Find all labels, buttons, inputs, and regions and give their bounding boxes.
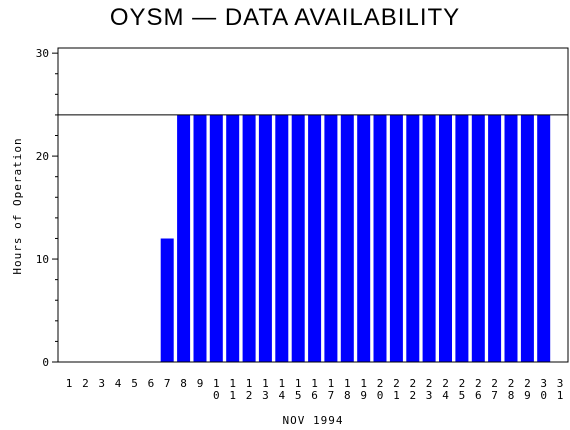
bar-25	[455, 114, 469, 363]
bar-24	[439, 114, 452, 363]
bar-13	[258, 114, 272, 363]
x-ticks-group: 1 2 3 4 5 6 7 8 9 1 01 11 21 31 41 51 61 71 81 92 02 12 22 32 42…	[66, 377, 564, 402]
bar-20	[373, 114, 387, 363]
bar-23	[422, 114, 436, 363]
axes-group	[57, 47, 569, 363]
x-tick-label-8: 8	[180, 377, 187, 390]
plot-frame	[57, 47, 569, 363]
bar-15	[291, 114, 305, 363]
bar-12	[242, 114, 256, 363]
y-ticks-group: 0 10 20 30	[36, 47, 58, 369]
x-tick-label-5: 5	[131, 377, 138, 390]
bar-19	[357, 114, 371, 363]
bar-16	[308, 114, 322, 363]
bar-14	[275, 114, 289, 363]
bar-11	[226, 114, 240, 363]
bar-26	[471, 114, 485, 363]
y-tick-label: 20	[36, 150, 49, 163]
y-tick-label: 0	[42, 356, 49, 369]
bar-9	[193, 114, 207, 363]
x-tick-label-6: 6	[148, 377, 155, 390]
bar-8	[177, 114, 191, 363]
x-tick-label-7: 7	[164, 377, 171, 390]
x-tick-label-1: 1	[66, 377, 73, 390]
x-tick-label-9: 9	[197, 377, 204, 390]
x-axis-label: NOV 1994	[283, 414, 344, 427]
bar-29	[520, 114, 534, 363]
y-axis-label: Hours of Operation	[11, 137, 24, 274]
x-tick-label-4: 4	[115, 377, 122, 390]
x-tick-label-3: 3	[98, 377, 105, 390]
bar-28	[504, 114, 518, 363]
bar-7	[160, 238, 174, 362]
bar-27	[488, 114, 502, 363]
bar-21	[389, 114, 403, 363]
bar-17	[324, 114, 338, 363]
y-tick-label: 10	[36, 253, 49, 266]
x-tick-label-2: 2	[82, 377, 89, 390]
y-tick-label: 30	[36, 47, 49, 60]
bars-group	[160, 114, 551, 363]
bar-22	[406, 114, 420, 363]
bar-18	[340, 114, 354, 363]
bar-10	[209, 114, 223, 363]
bar-30	[537, 114, 551, 363]
chart-title: OYSM — DATA AVAILABILITY	[109, 4, 461, 31]
